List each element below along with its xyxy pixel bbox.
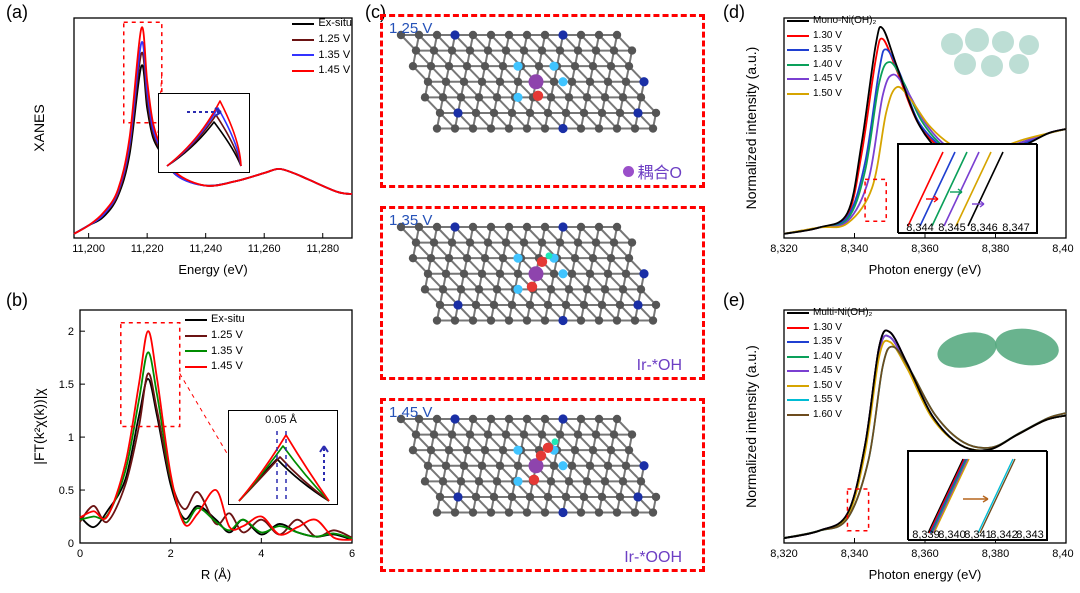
svg-text:8,343: 8,343 xyxy=(1016,529,1044,541)
svg-text:Photon energy (eV): Photon energy (eV) xyxy=(869,567,982,582)
panel-e: 8,320 8,340 8,360 8,380 8,400 Photon energy (… xyxy=(742,300,1074,585)
svg-text:R (Å): R (Å) xyxy=(201,567,231,582)
c-name-3: Ir-*OOH xyxy=(624,549,682,567)
inset-d: 8,344 8,345 8,346 8,347 xyxy=(897,143,1037,233)
svg-text:|FT(k²χ(k))|χ: |FT(k²χ(k))|χ xyxy=(31,388,47,465)
legend-a: Ex-situ1.25 V1.35 V1.45 V xyxy=(292,16,352,79)
legend-d: Mono-Ni(OH)₂1.30 V1.35 V1.40 V1.45 V1.50… xyxy=(787,14,876,101)
panel-d: 8,320 8,340 8,360 8,380 8,400 Photon energy (… xyxy=(742,8,1074,280)
svg-text:0.5: 0.5 xyxy=(59,485,74,497)
svg-text:8,400: 8,400 xyxy=(1052,548,1074,560)
svg-text:8,360: 8,360 xyxy=(911,243,939,255)
c-name-2-text: Ir-*OH xyxy=(637,357,682,375)
panel-b: 0 2 4 6 0 0.5 1 1.5 2 R (Å) |FT(k²χ(k))|χ Ex-situ1… xyxy=(30,300,360,585)
svg-text:8,346: 8,346 xyxy=(970,222,998,234)
c-voltage-2: 1.35 V xyxy=(389,212,432,229)
c-frame-1: 1.25 V 耦合O xyxy=(380,14,705,188)
molecule-2 xyxy=(383,209,703,377)
c-name-1-text: 耦合O xyxy=(638,159,682,183)
molecule-3 xyxy=(383,401,703,569)
legend-b: Ex-situ1.25 V1.35 V1.45 V xyxy=(185,312,245,375)
c-name-2: Ir-*OH xyxy=(637,357,682,375)
svg-text:XANES: XANES xyxy=(31,104,47,151)
svg-text:11,280: 11,280 xyxy=(306,243,339,255)
svg-text:2: 2 xyxy=(168,548,174,560)
svg-text:8,380: 8,380 xyxy=(982,243,1010,255)
c-frame-2: 1.35 V Ir-*OH xyxy=(380,206,705,380)
c-frame-3: 1.45 V Ir-*OOH xyxy=(380,398,705,572)
svg-text:8,347: 8,347 xyxy=(1002,222,1030,234)
svg-text:8,345: 8,345 xyxy=(938,222,966,234)
svg-text:Normalized intensity (a.u.): Normalized intensity (a.u.) xyxy=(743,345,759,508)
svg-text:8,340: 8,340 xyxy=(841,243,869,255)
svg-text:8,339: 8,339 xyxy=(912,529,940,541)
svg-text:2: 2 xyxy=(68,326,74,338)
svg-text:11,240: 11,240 xyxy=(189,243,222,255)
svg-text:6: 6 xyxy=(349,548,355,560)
svg-text:0: 0 xyxy=(77,548,83,560)
svg-text:1: 1 xyxy=(68,432,74,444)
panel-label-a: (a) xyxy=(6,2,28,23)
legend-e: Multi-Ni(OH)₂1.30 V1.35 V1.40 V1.45 V1.5… xyxy=(787,306,872,422)
svg-text:0.05 Å: 0.05 Å xyxy=(265,413,297,426)
inset-a xyxy=(158,93,250,173)
panel-a: 11,200 11,220 11,240 11,260 11,280 Energy (eV… xyxy=(30,8,360,280)
svg-text:1.5: 1.5 xyxy=(59,379,74,391)
c-name-3-text: Ir-*OOH xyxy=(624,549,682,567)
mono-balls-icon xyxy=(937,26,1057,81)
svg-text:8,340: 8,340 xyxy=(841,548,869,560)
svg-text:8,340: 8,340 xyxy=(938,529,966,541)
svg-text:11,260: 11,260 xyxy=(248,243,281,255)
svg-text:Energy (eV): Energy (eV) xyxy=(178,262,247,277)
inset-b: 0.05 Å xyxy=(228,410,338,505)
svg-text:Photon energy (eV): Photon energy (eV) xyxy=(869,262,982,277)
svg-text:8,341: 8,341 xyxy=(964,529,992,541)
svg-text:4: 4 xyxy=(258,548,264,560)
svg-text:8,342: 8,342 xyxy=(990,529,1018,541)
svg-text:0: 0 xyxy=(68,538,74,550)
svg-text:8,400: 8,400 xyxy=(1052,243,1074,255)
svg-text:8,344: 8,344 xyxy=(906,222,934,234)
svg-text:8,320: 8,320 xyxy=(770,548,798,560)
svg-text:8,380: 8,380 xyxy=(982,548,1010,560)
c-name-1: 耦合O xyxy=(623,159,682,183)
panel-label-b: (b) xyxy=(6,290,28,311)
svg-text:Normalized intensity (a.u.): Normalized intensity (a.u.) xyxy=(743,47,759,210)
c-dot-icon xyxy=(623,166,634,177)
c-voltage-3: 1.45 V xyxy=(389,404,432,421)
panel-c: 1.25 V 耦合O 1.35 V Ir-*OH 1.45 V Ir-*OOH xyxy=(370,6,717,588)
c-voltage-1: 1.25 V xyxy=(389,20,432,37)
multi-blobs-icon xyxy=(932,322,1062,377)
svg-text:11,200: 11,200 xyxy=(72,243,105,255)
svg-text:8,320: 8,320 xyxy=(770,243,798,255)
svg-text:11,220: 11,220 xyxy=(131,243,164,255)
svg-text:8,360: 8,360 xyxy=(911,548,939,560)
inset-e: 8,3398,3408,3418,3428,343 xyxy=(907,450,1047,540)
